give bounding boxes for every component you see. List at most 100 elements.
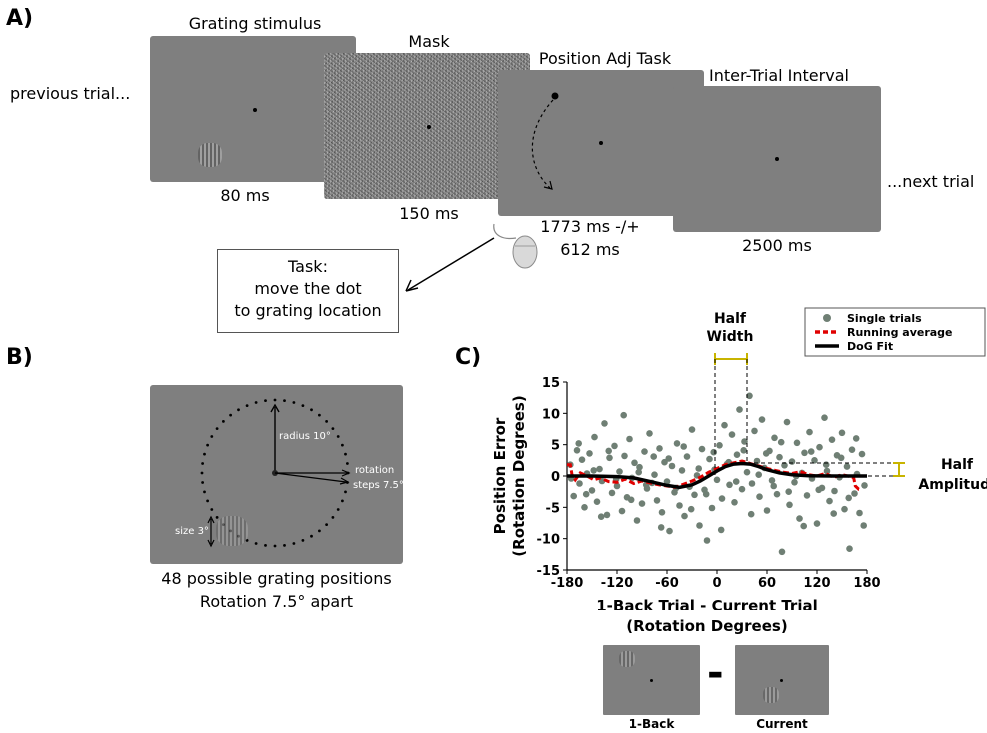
- position-dot: [273, 544, 277, 548]
- running-average-line: [567, 459, 862, 491]
- legend-label-trials: Single trials: [847, 312, 922, 325]
- x-tick-label: 120: [803, 576, 830, 591]
- position-dot: [200, 471, 204, 475]
- single-trial-point: [811, 457, 818, 464]
- single-trial-point: [831, 487, 838, 495]
- single-trial-point: [591, 433, 598, 441]
- size-arrowhead-top: [207, 515, 215, 524]
- single-trial-point: [731, 499, 738, 506]
- single-trial-point: [650, 453, 657, 460]
- single-trial-point: [852, 435, 860, 442]
- fixation-dot: [780, 679, 783, 682]
- single-trial-point: [651, 471, 658, 478]
- single-trial-point: [708, 504, 716, 512]
- task-line-1: Task:: [288, 257, 328, 276]
- y-tick-label: -10: [537, 533, 561, 548]
- y-tick-label: 15: [542, 376, 560, 391]
- single-trial-point: [678, 467, 686, 474]
- size-arrowhead-bottom: [207, 539, 215, 548]
- position-dot: [325, 420, 328, 423]
- single-trial-point: [776, 453, 783, 461]
- position-dot: [325, 523, 328, 526]
- position-dot: [301, 539, 305, 542]
- single-trial-point: [582, 490, 590, 498]
- single-trial-point: [696, 522, 703, 529]
- screen-title-position-adj: Position Adj Task: [538, 49, 672, 68]
- single-trial-point: [633, 517, 641, 524]
- single-trial-point: [738, 485, 746, 493]
- single-trial-point: [733, 451, 741, 458]
- radius-label: radius 10°: [279, 431, 331, 442]
- fixation-dot: [650, 679, 653, 682]
- position-dot: [331, 427, 335, 430]
- single-trial-point: [606, 454, 613, 462]
- position-dot: [301, 404, 305, 407]
- single-trial-point: [698, 445, 706, 453]
- single-trial-point: [726, 481, 733, 489]
- single-trial-point: [702, 490, 710, 498]
- single-trial-point: [603, 511, 611, 519]
- single-trial-point: [837, 454, 845, 462]
- single-trial-point: [570, 492, 577, 500]
- single-trial-point: [586, 450, 593, 457]
- single-trial-point: [593, 498, 601, 505]
- position-dot: [292, 401, 296, 404]
- single-trial-point: [813, 520, 821, 527]
- single-trial-point: [636, 463, 643, 471]
- single-trial-point: [703, 537, 711, 544]
- screen-title-mask: Mask: [408, 32, 450, 51]
- single-trial-point: [821, 414, 828, 421]
- single-trial-point: [781, 462, 788, 469]
- single-trial-point: [611, 442, 618, 450]
- position-dot: [210, 508, 214, 511]
- position-dot: [310, 408, 313, 412]
- adjust-dot: [551, 92, 559, 100]
- screen-duration-grating: 80 ms: [220, 186, 270, 205]
- grating-patch: [763, 687, 779, 703]
- x-tick-label: -120: [601, 576, 634, 591]
- one-back-screen: [603, 645, 700, 715]
- x-tick-label: -60: [655, 576, 679, 591]
- position-dot: [336, 508, 340, 511]
- single-trial-point: [717, 526, 725, 534]
- rotation-arrow-2: [274, 472, 347, 483]
- single-trial-point: [732, 478, 740, 485]
- x-tick-label: 60: [758, 576, 776, 591]
- fixation-dot: [253, 108, 257, 112]
- task-line-3: to grating location: [234, 301, 382, 320]
- single-trial-point: [721, 421, 728, 429]
- screen-title-grating: Grating stimulus: [188, 14, 322, 33]
- position-dot: [237, 408, 240, 412]
- single-trial-point: [823, 467, 831, 475]
- position-dot: [203, 490, 206, 494]
- single-trial-point: [841, 505, 848, 513]
- single-trial-point: [758, 416, 766, 423]
- single-trial-point: [605, 447, 612, 455]
- task-arrow: [405, 237, 495, 292]
- half-width-label-2: Width: [707, 329, 754, 345]
- legend-label-running: Running average: [847, 326, 953, 339]
- single-trial-point: [736, 406, 743, 413]
- position-dot: [318, 529, 321, 533]
- rotation-arrowhead-2: [339, 477, 350, 485]
- single-trial-point: [638, 500, 646, 507]
- single-trial-point: [588, 487, 596, 494]
- grating-positions-screen: radius 10° rotation steps 7.5° size 3°: [150, 385, 404, 564]
- single-trial-point: [613, 482, 621, 490]
- single-trial-point: [806, 428, 813, 436]
- single-trial-point: [596, 465, 603, 473]
- position-dot: [346, 462, 349, 465]
- y-axis-label-1: Position Error: [491, 417, 509, 534]
- grating-stimulus-screen: [150, 36, 356, 182]
- single-trial-point: [861, 482, 868, 489]
- position-dot: [215, 427, 219, 430]
- single-trial-point: [796, 515, 803, 522]
- position-dot: [310, 534, 313, 538]
- single-trial-point: [656, 445, 663, 452]
- single-trial-point: [608, 489, 616, 497]
- current-screen: [735, 645, 829, 715]
- half-amplitude-label-1: Half: [941, 457, 974, 473]
- position-dot: [254, 401, 258, 404]
- single-trial-point: [845, 494, 852, 502]
- single-trial-point: [763, 507, 771, 514]
